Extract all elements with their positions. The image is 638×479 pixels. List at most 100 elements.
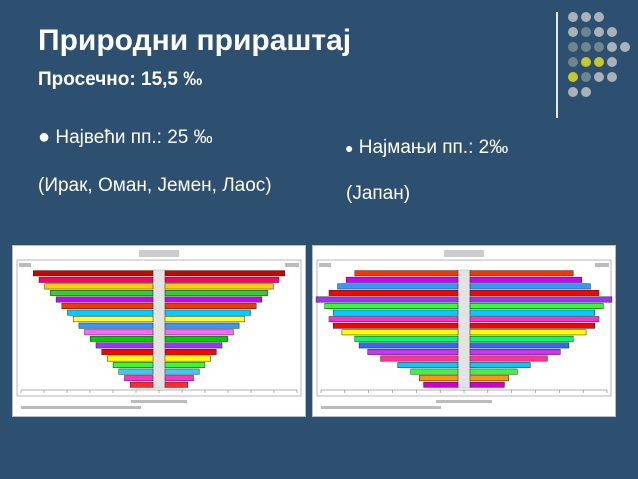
bullet-dot-icon: ●	[38, 126, 51, 148]
decor-divider	[556, 12, 558, 118]
decor-dot	[568, 42, 578, 52]
pyramid-image-right	[315, 250, 613, 409]
decor-dot-grid	[568, 12, 630, 108]
pyramid-bar-female	[164, 368, 200, 375]
decor-dot	[581, 42, 591, 52]
decor-dot	[594, 12, 604, 22]
pyramid-bar-male	[61, 303, 154, 309]
pyramid-bar-male	[419, 375, 459, 382]
pyramid-bar-male	[410, 368, 459, 375]
pyramid-bar-female	[164, 322, 240, 329]
pyramid-bar-male	[118, 368, 154, 375]
decor-dot	[581, 27, 591, 37]
pyramid-bar-female	[164, 362, 206, 368]
pyramid-axis-label-placeholder	[131, 400, 187, 403]
pyramid-bar-male	[423, 381, 459, 388]
pyramid-label-placeholder	[595, 263, 609, 267]
bullet-lowest: ● Најмањи пп.: 2‰	[345, 134, 615, 162]
pyramid-bar-female	[164, 276, 280, 283]
pyramid-bar-female	[164, 270, 285, 277]
pyramid-bar-female	[469, 309, 595, 316]
pyramid-bar-male	[84, 329, 154, 336]
countries-lowest: (Јапан)	[346, 183, 411, 204]
decor-dot	[581, 87, 591, 97]
pyramid-bar-male	[328, 316, 459, 323]
pyramid-bar-male	[72, 316, 154, 323]
pyramid-bar-male	[129, 381, 154, 388]
pyramid-bar-female	[469, 329, 587, 336]
pyramid-bar-male	[44, 283, 154, 290]
pyramid-bar-male	[50, 290, 154, 296]
pyramid-bar-female	[164, 375, 194, 382]
decor-dot	[568, 12, 578, 22]
pyramid-bar-female	[469, 283, 591, 290]
pyramid-source-placeholder	[21, 406, 141, 409]
pyramid-label-placeholder	[285, 263, 299, 267]
pyramid-label-placeholder	[19, 263, 31, 267]
pyramid-bar-female	[164, 316, 246, 323]
pyramid-bar-male	[354, 335, 459, 342]
pyramid-bar-male	[380, 355, 459, 362]
pyramid-bar-female	[164, 283, 274, 290]
pyramid-bar-female	[164, 355, 211, 362]
pyramid-bar-female	[469, 349, 561, 355]
pyramid-bar-male	[101, 349, 154, 355]
pyramid-bar-male	[333, 322, 459, 329]
pyramid-bar-female	[469, 276, 583, 283]
population-pyramid-left	[12, 245, 306, 417]
decor-dot	[607, 57, 617, 67]
pyramid-bar-male	[397, 362, 459, 368]
bullet-highest: ● Највећи пп.: 25 ‰	[38, 124, 308, 151]
decor-dot	[620, 42, 630, 52]
pyramid-bar-male	[55, 296, 154, 303]
pyramid-bar-male	[341, 329, 459, 336]
pyramid-bar-female	[469, 322, 595, 329]
pyramid-bar-male	[107, 355, 154, 362]
pyramid-source-placeholder	[321, 406, 441, 409]
pyramid-bar-female	[164, 329, 234, 336]
decor-dot	[594, 57, 604, 67]
pyramid-image-left	[16, 250, 302, 409]
pyramid-bar-female	[469, 296, 613, 303]
pyramid-bar-female	[469, 290, 600, 296]
pyramid-label-placeholder	[319, 263, 331, 267]
pyramid-age-column	[457, 269, 471, 389]
pyramid-bar-male	[33, 270, 154, 277]
bullet-lowest-text: Најмањи пп.: 2‰	[358, 137, 509, 158]
pyramid-bar-female	[469, 316, 600, 323]
pyramid-bar-male	[112, 362, 154, 368]
decor-dot	[568, 87, 578, 97]
pyramid-header-placeholder	[444, 250, 484, 257]
pyramid-bar-female	[164, 309, 251, 316]
pyramid-bar-female	[164, 335, 228, 342]
pyramid-bar-male	[328, 290, 459, 296]
pyramid-bar-female	[469, 355, 548, 362]
pyramid-bar-male	[354, 270, 459, 277]
pyramid-bar-male	[67, 309, 154, 316]
pyramid-bar-female	[164, 296, 263, 303]
pyramid-bar-female	[469, 381, 505, 388]
countries-highest: (Ирак, Оман, Јемен, Лаос)	[38, 175, 272, 196]
pyramid-header-placeholder	[139, 250, 179, 257]
pyramid-bar-female	[164, 342, 223, 349]
pyramid-bar-female	[164, 349, 217, 355]
decor-dot	[607, 72, 617, 82]
pyramid-bar-male	[315, 296, 459, 303]
decor-dot	[568, 72, 578, 82]
decor-dot	[607, 27, 617, 37]
pyramid-bar-female	[469, 270, 574, 277]
decor-dot	[594, 27, 604, 37]
pyramid-bar-female	[469, 368, 518, 375]
pyramid-bar-female	[164, 381, 189, 388]
bullet-highest-text: Највећи пп.: 25 ‰	[55, 127, 213, 148]
pyramid-age-column	[152, 269, 166, 389]
pyramid-bar-male	[333, 309, 459, 316]
pyramid-axis-label-placeholder	[436, 400, 492, 403]
pyramid-bar-female	[164, 303, 257, 309]
decor-dot	[594, 72, 604, 82]
pyramid-bar-male	[78, 322, 154, 329]
pyramid-bar-female	[469, 342, 570, 349]
pyramid-bar-female	[469, 362, 531, 368]
decor-dot	[581, 57, 591, 67]
decor-dot	[568, 27, 578, 37]
